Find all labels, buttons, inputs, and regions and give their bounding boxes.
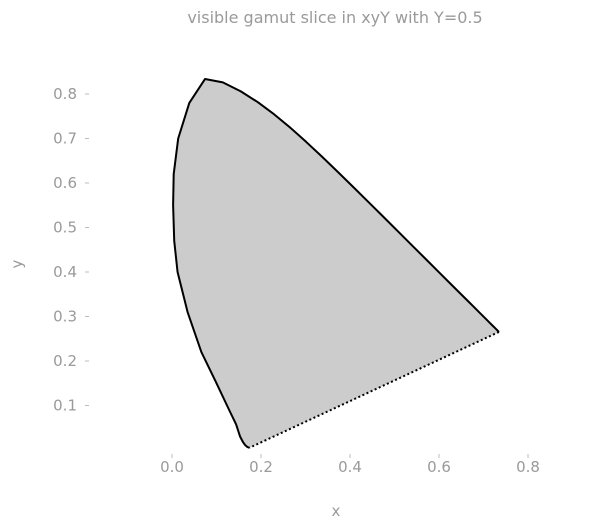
y-tick-label: 0.4 bbox=[53, 263, 77, 281]
y-axis: 0.1 0.2 0.3 0.4 0.5 0.6 0.7 0.8 bbox=[53, 85, 89, 415]
y-tick-label: 0.3 bbox=[53, 308, 77, 326]
spectral-locus-line bbox=[172, 77, 500, 449]
x-axis-label: x bbox=[332, 502, 341, 520]
y-tick-label: 0.2 bbox=[53, 352, 77, 370]
y-tick-label: 0.6 bbox=[53, 174, 77, 192]
y-tick-label: 0.8 bbox=[53, 85, 77, 103]
x-tick-label: 0.2 bbox=[249, 458, 273, 476]
y-tick-label: 0.7 bbox=[53, 130, 77, 148]
y-axis-label: y bbox=[8, 259, 26, 268]
y-tick-label: 0.1 bbox=[53, 397, 77, 415]
x-tick-label: 0.8 bbox=[516, 458, 540, 476]
chart-title: visible gamut slice in xyY with Y=0.5 bbox=[187, 8, 482, 27]
y-tick-label: 0.5 bbox=[53, 219, 77, 237]
gamut-fill-area bbox=[173, 78, 499, 448]
x-tick-label: 0.0 bbox=[160, 458, 184, 476]
plot-area bbox=[172, 77, 500, 449]
x-axis: 0.0 0.2 0.4 0.6 0.8 bbox=[160, 454, 540, 476]
x-tick-label: 0.4 bbox=[338, 458, 362, 476]
x-tick-label: 0.6 bbox=[427, 458, 451, 476]
line-of-purples bbox=[249, 331, 500, 449]
